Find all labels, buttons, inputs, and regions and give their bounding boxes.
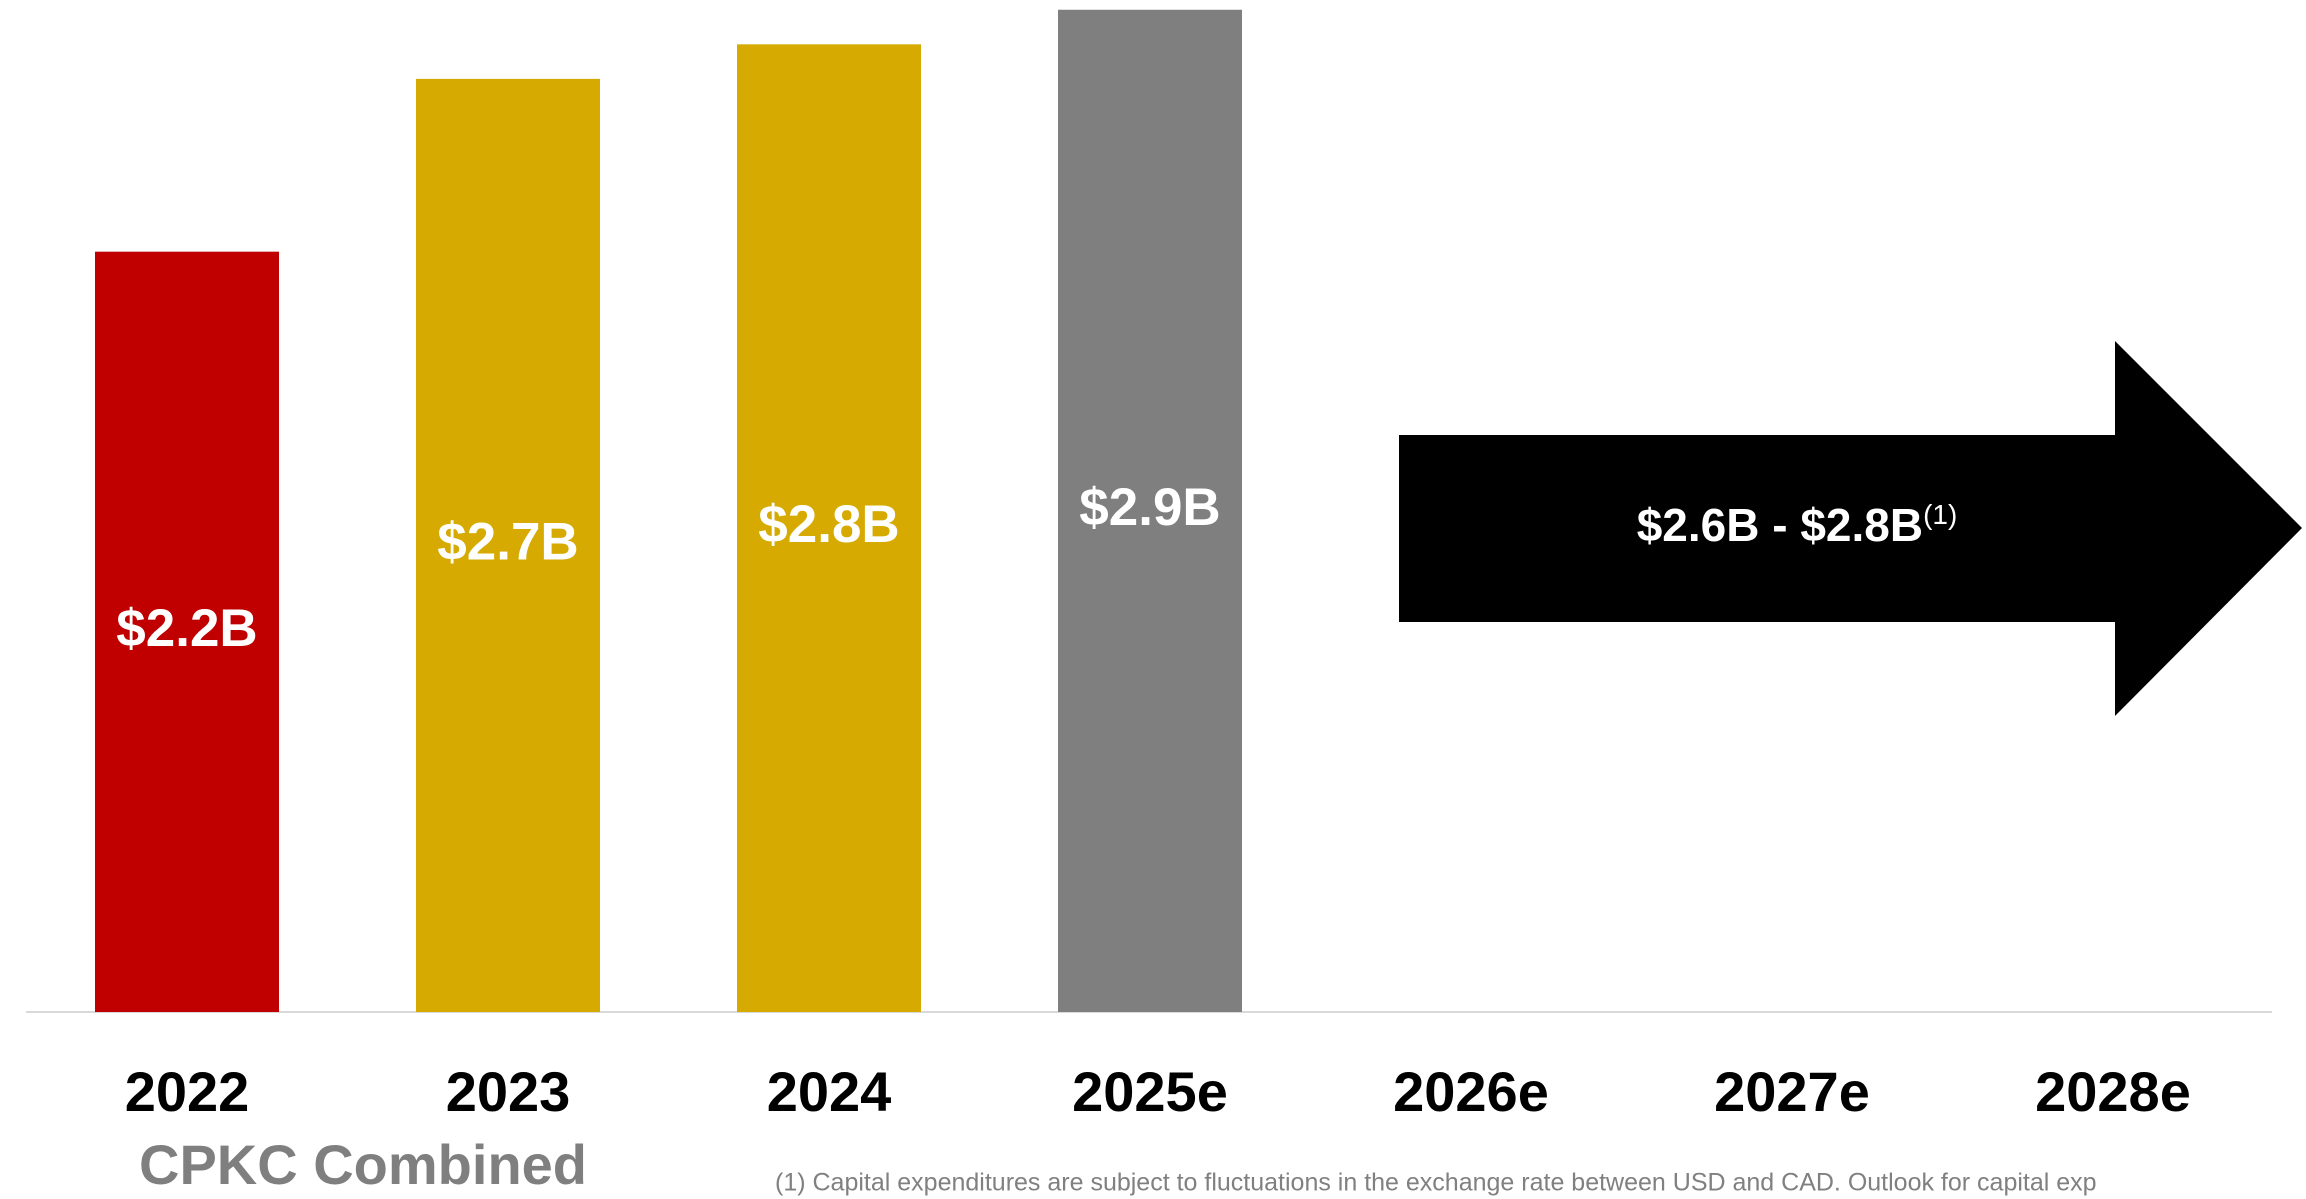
x-tick-label: 2024 (767, 1060, 892, 1123)
footnote: (1) Capital expenditures are subject to … (775, 1169, 2097, 1197)
group-label: CPKC Combined (139, 1133, 587, 1196)
value-label: $2.7B (437, 512, 578, 571)
value-label: $2.2B (116, 599, 257, 658)
value-label: $2.8B (758, 495, 899, 554)
value-label: $2.9B (1079, 478, 1220, 537)
x-tick-label: 2027e (1714, 1060, 1870, 1123)
x-tick-label: 2022 (125, 1060, 250, 1123)
arrow-note: (1) (1923, 499, 1957, 530)
x-tick-label: 2028e (2035, 1060, 2191, 1123)
x-tick-label: 2026e (1393, 1060, 1549, 1123)
arrow-range: $2.6B - $2.8B (1637, 499, 1923, 551)
bar (1058, 9, 1242, 1012)
x-tick-label: 2025e (1072, 1060, 1228, 1123)
arrow (1399, 341, 2302, 716)
x-tick-label: 2023 (446, 1060, 571, 1123)
bar (416, 78, 600, 1012)
arrow-label: $2.6B - $2.8B(1) (1637, 499, 1958, 551)
bar (737, 44, 921, 1012)
bar (95, 251, 279, 1012)
